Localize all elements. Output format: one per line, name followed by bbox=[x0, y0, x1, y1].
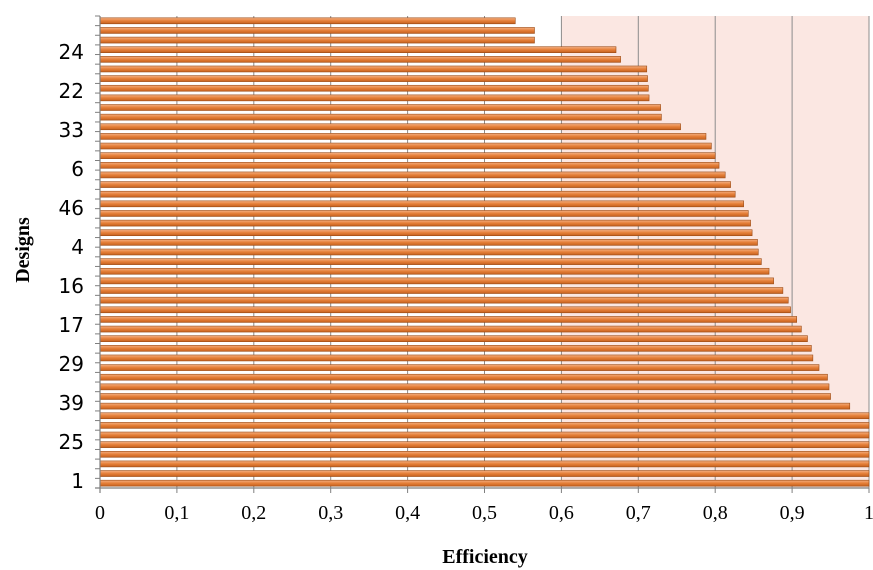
bar bbox=[99, 373, 828, 381]
bar bbox=[99, 210, 749, 217]
bar bbox=[99, 142, 712, 150]
bar bbox=[99, 258, 762, 265]
bar bbox=[99, 152, 716, 159]
bar bbox=[99, 412, 870, 420]
y-tick-label: 1 bbox=[71, 469, 84, 493]
bar bbox=[99, 431, 870, 439]
y-tick-label: 33 bbox=[59, 118, 84, 142]
y-tick-label: 24 bbox=[59, 40, 84, 64]
bar bbox=[99, 162, 720, 169]
bar bbox=[99, 345, 812, 352]
y-tick-label: 39 bbox=[59, 391, 84, 415]
x-tick-label: 0,9 bbox=[780, 502, 805, 524]
bar bbox=[99, 133, 707, 140]
bar bbox=[99, 17, 516, 25]
x-tick-label: 0,8 bbox=[703, 502, 728, 524]
bar bbox=[99, 181, 731, 188]
bar bbox=[99, 479, 870, 487]
bar bbox=[99, 84, 649, 92]
x-tick-label: 0,2 bbox=[241, 502, 266, 524]
x-tick-label: 1 bbox=[864, 502, 873, 524]
bar bbox=[99, 56, 621, 63]
bar bbox=[99, 296, 789, 304]
bar bbox=[99, 287, 784, 294]
bar bbox=[99, 354, 814, 362]
bar bbox=[99, 229, 753, 237]
bar bbox=[99, 36, 535, 44]
bar bbox=[99, 450, 870, 458]
x-tick-label: 0,5 bbox=[472, 502, 497, 524]
bar bbox=[99, 277, 774, 285]
x-tick-labels: 0 0,1 0,2 0,3 0,4 0,5 0,6 0,7 0,8 0,9 1 bbox=[95, 502, 873, 524]
bar bbox=[99, 27, 535, 34]
bar bbox=[99, 393, 831, 400]
bar bbox=[99, 104, 661, 111]
y-tick-label: 6 bbox=[71, 157, 84, 181]
bar bbox=[99, 441, 870, 448]
bar bbox=[99, 364, 820, 371]
y-tick-label: 29 bbox=[59, 352, 84, 376]
y-axis-title: Designs bbox=[12, 217, 34, 283]
bar bbox=[99, 75, 648, 82]
bar bbox=[99, 239, 758, 246]
bar bbox=[99, 65, 648, 73]
x-tick-label: 0,4 bbox=[395, 502, 420, 524]
bar bbox=[99, 402, 851, 410]
x-tick-label: 0,6 bbox=[549, 502, 574, 524]
bar bbox=[99, 171, 726, 179]
bar bbox=[99, 383, 830, 391]
bar bbox=[99, 46, 617, 53]
bar bbox=[99, 248, 759, 256]
y-tick-label: 4 bbox=[71, 235, 84, 259]
x-tick-label: 0,7 bbox=[626, 502, 651, 524]
x-tick-label: 0 bbox=[95, 502, 105, 524]
y-tick-label: 25 bbox=[59, 430, 84, 454]
bar bbox=[99, 94, 650, 102]
x-axis-title: Efficiency bbox=[442, 546, 528, 568]
y-tick-label: 16 bbox=[59, 274, 84, 298]
bars bbox=[99, 17, 870, 487]
bar bbox=[99, 306, 791, 314]
bar bbox=[99, 190, 736, 198]
bar bbox=[99, 113, 662, 121]
x-tick-label: 0,1 bbox=[164, 502, 189, 524]
bar bbox=[99, 422, 870, 429]
bar bbox=[99, 267, 770, 275]
axes bbox=[95, 15, 870, 493]
y-tick-labels: 1 25 39 29 17 16 4 46 6 33 22 24 bbox=[59, 40, 84, 493]
bar bbox=[99, 335, 808, 342]
bar bbox=[99, 460, 870, 468]
bar bbox=[99, 200, 744, 208]
bar bbox=[99, 123, 681, 131]
bar bbox=[99, 316, 798, 323]
bar bbox=[99, 219, 751, 227]
x-tick-label: 0,3 bbox=[318, 502, 343, 524]
y-tick-label: 46 bbox=[59, 196, 84, 220]
y-tick-label: 17 bbox=[59, 313, 84, 337]
bar bbox=[99, 325, 802, 333]
y-tick-label: 22 bbox=[59, 79, 84, 103]
bar bbox=[99, 470, 870, 477]
